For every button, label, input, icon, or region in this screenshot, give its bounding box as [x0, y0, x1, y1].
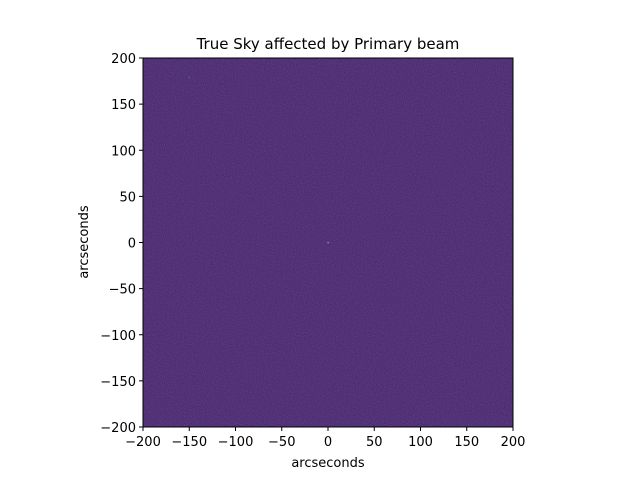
y-tick-label: 100	[111, 144, 136, 159]
y-tick-label: −50	[109, 283, 136, 298]
point-source	[327, 241, 329, 244]
chart-title: True Sky affected by Primary beam	[196, 35, 460, 53]
y-tick-label: −100	[100, 329, 136, 344]
x-tick-label: −100	[218, 435, 254, 450]
y-axis-label: arcseconds	[77, 205, 92, 279]
y-tick-label: −200	[100, 421, 136, 436]
y-tick-label: 0	[128, 237, 136, 252]
x-tick-label: 200	[501, 435, 526, 450]
point-source	[188, 76, 191, 79]
y-tick-label: 150	[111, 98, 136, 113]
x-tick-label: 50	[366, 435, 383, 450]
y-tick-label: 50	[119, 190, 136, 205]
x-axis: −200 −150 −100 −50 0 50 100 150 200	[125, 427, 525, 450]
y-tick-label: 200	[111, 52, 136, 67]
x-tick-label: −200	[125, 435, 161, 450]
x-axis-label: arcseconds	[291, 456, 365, 471]
x-tick-label: −150	[171, 435, 207, 450]
x-tick-label: 100	[408, 435, 433, 450]
point-sources	[188, 76, 329, 244]
x-tick-label: 150	[454, 435, 479, 450]
x-tick-label: −50	[268, 435, 295, 450]
x-tick-label: 0	[324, 435, 332, 450]
plot-area	[142, 57, 514, 428]
y-axis: −200 −150 −100 −50 0 50 100 150 200	[100, 52, 143, 436]
y-tick-label: −150	[100, 375, 136, 390]
